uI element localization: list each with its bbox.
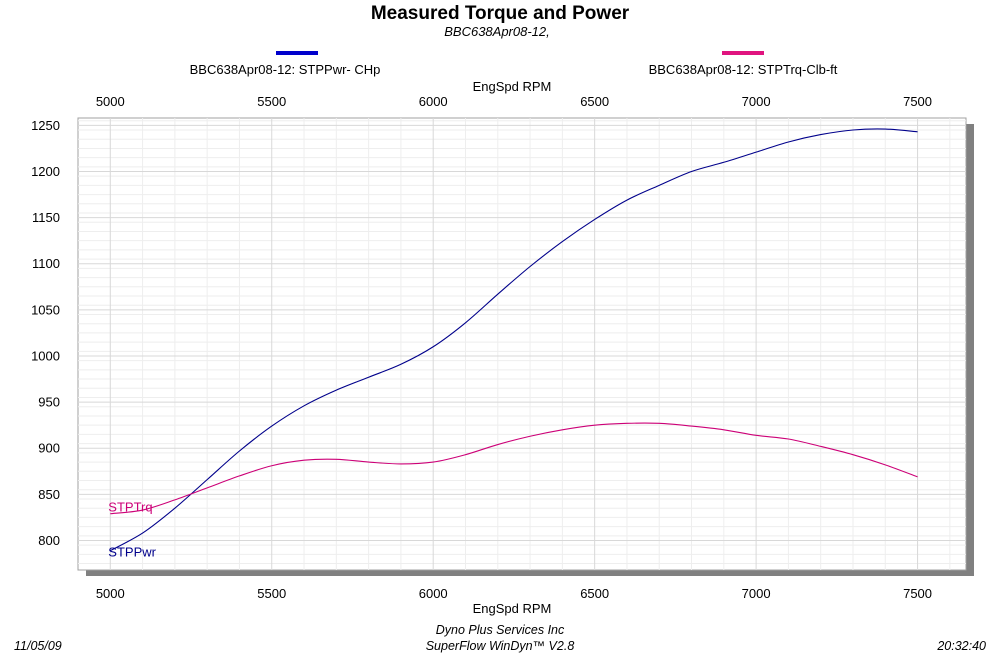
legend-label-power: BBC638Apr08-12: STPPwr- CHp [190, 62, 381, 77]
y-tick-label: 900 [38, 441, 60, 456]
chart-title: Measured Torque and Power [371, 3, 630, 24]
y-tick-label: 1200 [31, 164, 60, 179]
x-tick-label-bottom: 7500 [903, 586, 932, 601]
series-line-stptrq [110, 422, 918, 515]
footer-software: SuperFlow WinDyn™ V2.8 [426, 639, 575, 653]
x-tick-label-top: 6000 [419, 94, 448, 109]
footer-time: 20:32:40 [936, 639, 986, 653]
series-label-stptrq: STPTrq [108, 500, 152, 515]
footer-date: 11/05/09 [14, 639, 62, 653]
ticks: 5000 5000 5500 5500 6000 6000 6500 6500 7000 7000… [31, 94, 932, 601]
x-tick-label-bottom: 5000 [96, 586, 125, 601]
x-axis-label-top: EngSpd RPM [473, 79, 552, 94]
y-tick-label: 1250 [31, 118, 60, 133]
x-tick-label-bottom: 7000 [742, 586, 771, 601]
x-tick-label-bottom: 6500 [580, 586, 609, 601]
x-tick-label-top: 6500 [580, 94, 609, 109]
x-tick-label-top: 7000 [742, 94, 771, 109]
x-tick-label-bottom: 5500 [257, 586, 286, 601]
series: STPPwr STPTrq [108, 128, 918, 560]
series-line-stppwr [110, 128, 918, 552]
x-tick-label-top: 5500 [257, 94, 286, 109]
x-tick-label-top: 7500 [903, 94, 932, 109]
y-tick-label: 1050 [31, 302, 60, 317]
y-tick-label: 1000 [31, 348, 60, 363]
x-tick-label-top: 5000 [96, 94, 125, 109]
y-tick-label: 1100 [32, 256, 60, 271]
y-tick-label: 800 [38, 533, 60, 548]
x-tick-label-bottom: 6000 [419, 586, 448, 601]
series-label-stppwr: STPPwr [108, 545, 156, 560]
footer-company: Dyno Plus Services Inc [436, 623, 565, 637]
x-axis-label-bottom: EngSpd RPM [473, 601, 552, 616]
y-tick-label: 850 [38, 487, 60, 502]
grid [78, 118, 966, 570]
legend-label-torque: BBC638Apr08-12: STPTrq-Clb-ft [649, 62, 838, 77]
chart-subtitle: BBC638Apr08-12, [444, 24, 550, 39]
y-tick-label: 950 [38, 395, 60, 410]
y-tick-label: 1150 [32, 210, 60, 225]
